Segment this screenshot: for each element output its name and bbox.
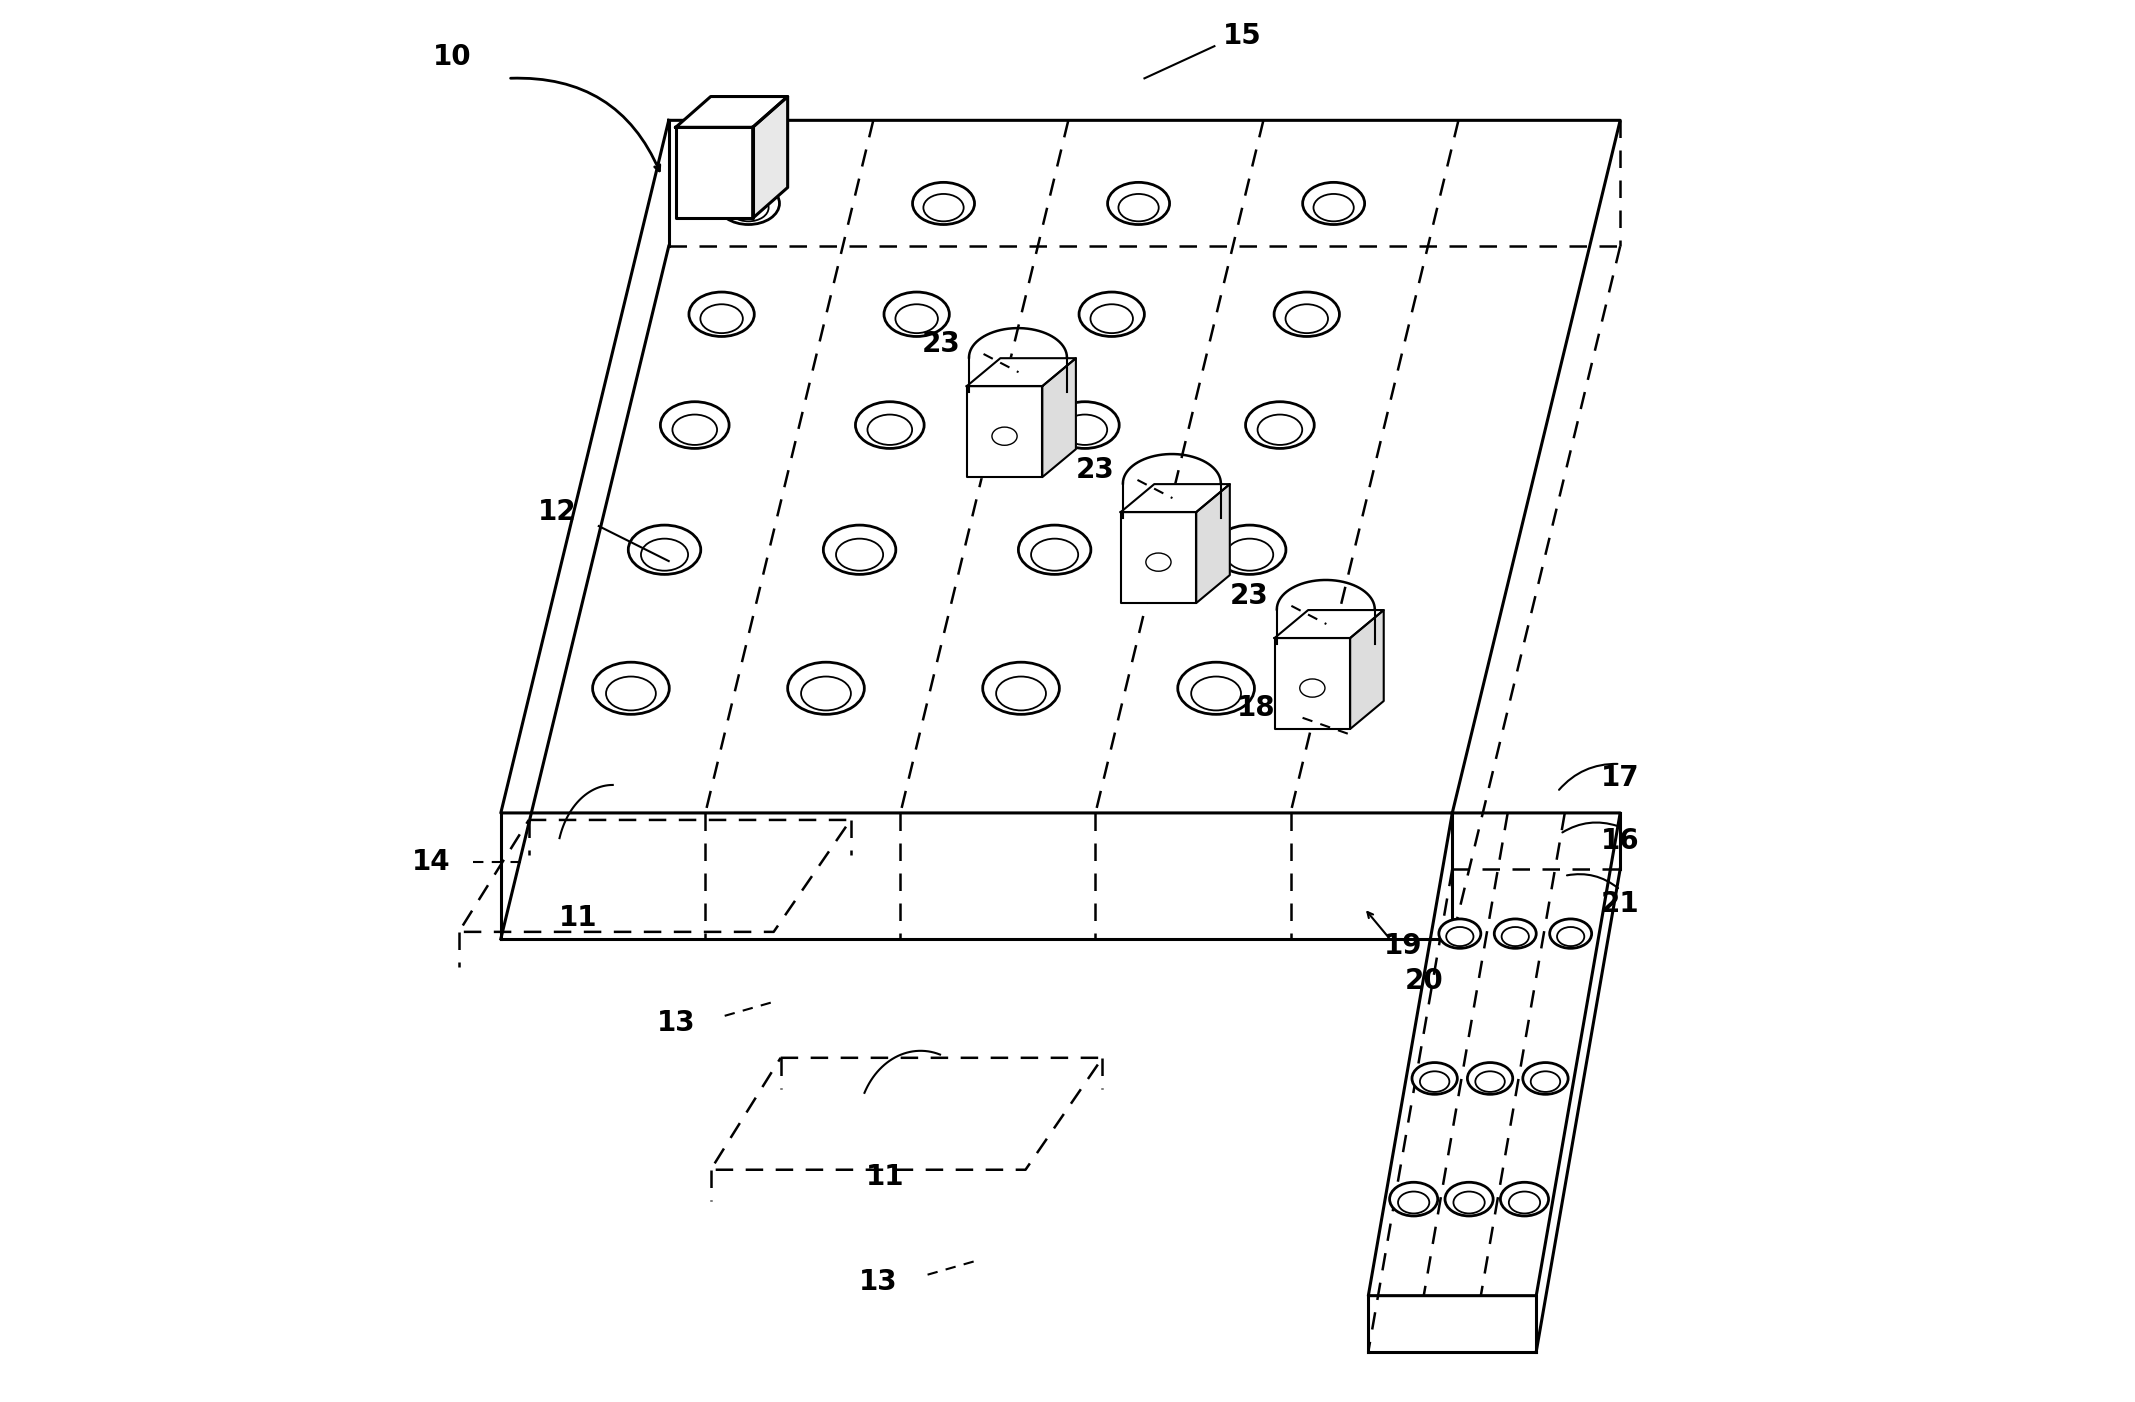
Ellipse shape bbox=[1302, 182, 1364, 224]
Ellipse shape bbox=[1501, 1182, 1548, 1216]
Polygon shape bbox=[1369, 1295, 1537, 1352]
Text: 16: 16 bbox=[1601, 827, 1640, 855]
Ellipse shape bbox=[788, 662, 865, 715]
Ellipse shape bbox=[1494, 918, 1537, 948]
Ellipse shape bbox=[1146, 552, 1170, 571]
Polygon shape bbox=[1121, 484, 1230, 512]
Ellipse shape bbox=[856, 402, 924, 449]
Ellipse shape bbox=[1467, 1063, 1514, 1095]
Ellipse shape bbox=[824, 526, 897, 575]
Ellipse shape bbox=[1522, 1063, 1567, 1095]
Text: 19: 19 bbox=[1383, 932, 1422, 960]
Polygon shape bbox=[1369, 813, 1620, 1295]
Ellipse shape bbox=[628, 526, 700, 575]
Ellipse shape bbox=[594, 662, 668, 715]
Text: 18: 18 bbox=[1236, 694, 1277, 722]
Text: 13: 13 bbox=[655, 1009, 696, 1037]
Polygon shape bbox=[1121, 512, 1196, 603]
Polygon shape bbox=[502, 121, 1620, 813]
Text: 12: 12 bbox=[538, 498, 576, 526]
Polygon shape bbox=[1275, 638, 1349, 729]
Polygon shape bbox=[1042, 358, 1076, 477]
Ellipse shape bbox=[1245, 402, 1315, 449]
Polygon shape bbox=[675, 128, 754, 219]
Ellipse shape bbox=[1390, 1182, 1437, 1216]
Ellipse shape bbox=[982, 662, 1059, 715]
Ellipse shape bbox=[1018, 526, 1091, 575]
Ellipse shape bbox=[1411, 1063, 1458, 1095]
Ellipse shape bbox=[884, 292, 950, 336]
Polygon shape bbox=[1349, 610, 1383, 729]
Text: 14: 14 bbox=[412, 848, 450, 876]
Text: 15: 15 bbox=[1223, 22, 1262, 50]
Ellipse shape bbox=[993, 428, 1016, 446]
Polygon shape bbox=[754, 97, 788, 219]
Polygon shape bbox=[1196, 484, 1230, 603]
Ellipse shape bbox=[690, 292, 754, 336]
Polygon shape bbox=[1537, 813, 1620, 1352]
Ellipse shape bbox=[1078, 292, 1144, 336]
Polygon shape bbox=[502, 813, 1452, 939]
Ellipse shape bbox=[1445, 1182, 1492, 1216]
Ellipse shape bbox=[1300, 679, 1326, 697]
Ellipse shape bbox=[912, 182, 974, 224]
Ellipse shape bbox=[1050, 402, 1119, 449]
Text: 20: 20 bbox=[1405, 967, 1443, 995]
Polygon shape bbox=[675, 97, 788, 128]
Text: 23: 23 bbox=[1230, 582, 1268, 610]
Text: 17: 17 bbox=[1601, 764, 1640, 792]
Polygon shape bbox=[502, 121, 668, 939]
Ellipse shape bbox=[1179, 662, 1255, 715]
Polygon shape bbox=[967, 358, 1076, 386]
Ellipse shape bbox=[1275, 292, 1339, 336]
Ellipse shape bbox=[660, 402, 728, 449]
Text: 11: 11 bbox=[867, 1162, 905, 1190]
Polygon shape bbox=[967, 386, 1042, 477]
Text: 10: 10 bbox=[433, 43, 472, 72]
Ellipse shape bbox=[1439, 918, 1482, 948]
Text: 21: 21 bbox=[1601, 890, 1640, 918]
Text: 23: 23 bbox=[1076, 456, 1114, 484]
Ellipse shape bbox=[1213, 526, 1285, 575]
Text: 23: 23 bbox=[922, 331, 961, 358]
Ellipse shape bbox=[717, 182, 779, 224]
Text: 13: 13 bbox=[858, 1267, 899, 1295]
Text: 11: 11 bbox=[559, 904, 598, 932]
Ellipse shape bbox=[1550, 918, 1593, 948]
Polygon shape bbox=[1275, 610, 1383, 638]
Ellipse shape bbox=[1108, 182, 1170, 224]
